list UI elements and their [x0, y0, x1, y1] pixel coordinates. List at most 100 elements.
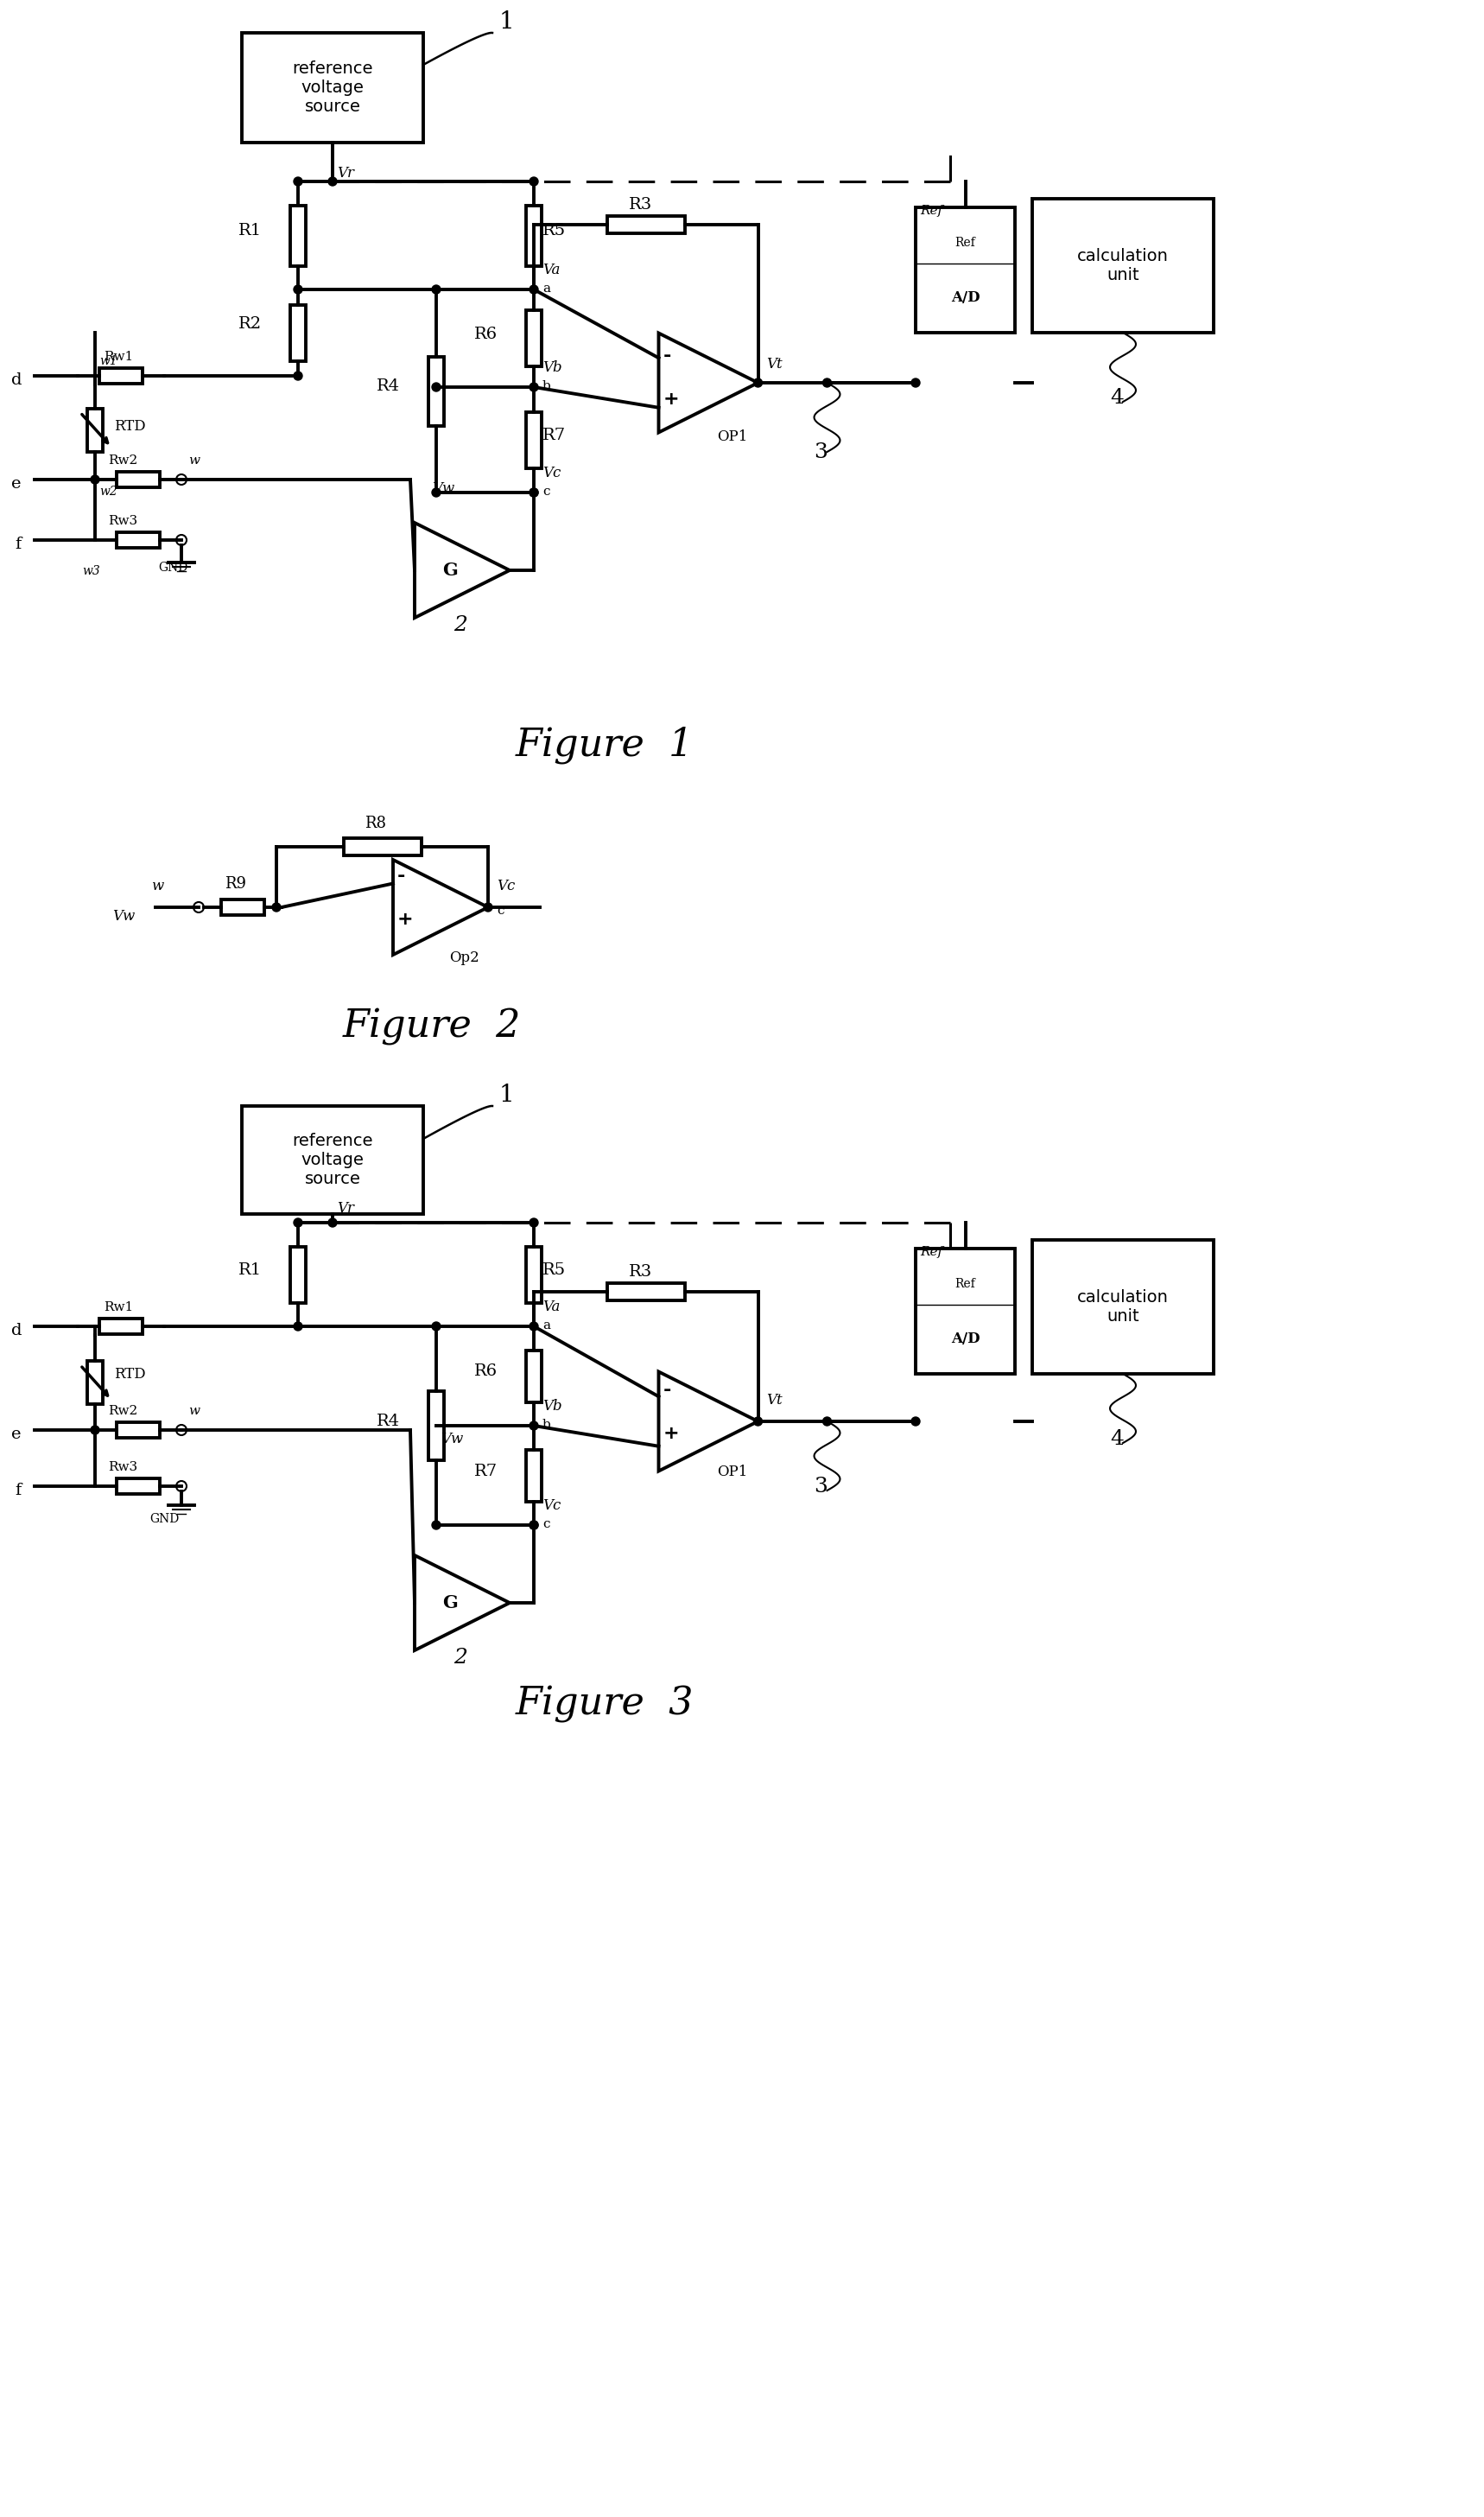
Text: +: +	[398, 911, 414, 929]
Text: f: f	[15, 1483, 22, 1498]
Circle shape	[530, 488, 539, 496]
Circle shape	[328, 1218, 337, 1226]
Text: R3: R3	[629, 196, 651, 211]
Bar	[117, 1477, 160, 1495]
Text: Vc: Vc	[543, 466, 561, 481]
Circle shape	[91, 1425, 99, 1435]
Bar	[117, 471, 160, 488]
Text: Rw2: Rw2	[108, 1404, 138, 1417]
Text: A/D: A/D	[951, 289, 979, 305]
Text: -: -	[398, 868, 405, 886]
Circle shape	[530, 383, 539, 393]
Text: w3: w3	[82, 566, 99, 576]
Text: Figure  3: Figure 3	[515, 1686, 695, 1724]
Text: R5: R5	[543, 1264, 565, 1279]
Circle shape	[822, 1417, 831, 1425]
Text: c: c	[543, 486, 549, 498]
Text: G: G	[442, 561, 459, 579]
Circle shape	[911, 1417, 920, 1425]
Bar	[343, 838, 421, 856]
Circle shape	[328, 176, 337, 186]
Text: w2: w2	[99, 486, 117, 498]
Text: Vr: Vr	[337, 166, 355, 181]
Bar	[117, 531, 160, 549]
Text: RTD: RTD	[114, 418, 145, 433]
Circle shape	[432, 488, 441, 496]
Circle shape	[754, 378, 763, 388]
Circle shape	[272, 904, 280, 911]
Text: w: w	[151, 878, 163, 894]
Bar	[88, 408, 102, 451]
Text: R7: R7	[473, 1462, 497, 1480]
Circle shape	[530, 284, 539, 294]
Text: Ref: Ref	[920, 204, 942, 216]
Text: Vr: Vr	[337, 1201, 355, 1216]
Bar	[88, 1362, 102, 1404]
Bar	[429, 357, 444, 425]
Bar	[525, 206, 542, 267]
Bar	[1033, 1241, 1214, 1374]
Circle shape	[294, 1321, 303, 1331]
Text: 3: 3	[815, 443, 828, 463]
Bar	[221, 899, 264, 916]
Text: Vb: Vb	[543, 1399, 562, 1415]
Text: b: b	[543, 380, 551, 393]
Text: 4: 4	[1110, 1430, 1123, 1450]
Text: Vt: Vt	[767, 1392, 782, 1407]
Text: Rw3: Rw3	[108, 516, 138, 526]
Text: R8: R8	[365, 816, 386, 831]
Circle shape	[91, 476, 99, 483]
Circle shape	[177, 534, 187, 546]
Circle shape	[530, 1520, 539, 1530]
Text: Ref: Ref	[956, 1279, 975, 1289]
Bar	[525, 310, 542, 367]
Text: R3: R3	[629, 1264, 651, 1279]
Circle shape	[294, 373, 303, 380]
Text: w: w	[188, 1404, 199, 1417]
Text: OP1: OP1	[717, 430, 748, 446]
Circle shape	[177, 1480, 187, 1493]
Text: Figure  1: Figure 1	[515, 727, 695, 765]
Text: R1: R1	[239, 224, 261, 239]
Circle shape	[530, 1218, 539, 1226]
Bar	[525, 1349, 542, 1402]
Bar	[916, 1248, 1015, 1374]
Bar	[242, 1105, 423, 1213]
Text: +: +	[663, 1425, 680, 1442]
Text: Va: Va	[543, 262, 559, 277]
Text: R7: R7	[543, 428, 565, 443]
Circle shape	[432, 383, 441, 393]
Polygon shape	[659, 332, 758, 433]
Text: R4: R4	[377, 380, 399, 395]
Bar	[99, 367, 142, 383]
Text: Vw: Vw	[113, 909, 135, 924]
Text: R1: R1	[239, 1264, 261, 1279]
Circle shape	[432, 1321, 441, 1331]
Polygon shape	[414, 524, 509, 617]
Polygon shape	[659, 1372, 758, 1470]
Circle shape	[911, 378, 920, 388]
Text: w: w	[188, 456, 199, 466]
Circle shape	[177, 1425, 187, 1435]
Bar	[291, 206, 306, 267]
Text: c: c	[543, 1518, 549, 1530]
Circle shape	[822, 378, 831, 388]
Text: 1: 1	[499, 1082, 515, 1107]
Text: Ref: Ref	[920, 1246, 942, 1258]
Circle shape	[432, 284, 441, 294]
Text: OP1: OP1	[717, 1465, 748, 1480]
Bar	[607, 216, 684, 234]
Circle shape	[754, 1417, 763, 1425]
Text: R6: R6	[473, 1364, 497, 1379]
Circle shape	[530, 1422, 539, 1430]
Circle shape	[530, 176, 539, 186]
Text: Ref: Ref	[956, 237, 975, 249]
Text: a: a	[543, 282, 551, 294]
Bar	[291, 305, 306, 360]
Bar	[242, 33, 423, 143]
Text: Vb: Vb	[543, 360, 562, 375]
Text: d: d	[10, 373, 22, 388]
Circle shape	[484, 904, 493, 911]
Text: reference
voltage
source: reference voltage source	[292, 60, 372, 116]
Circle shape	[294, 284, 303, 294]
